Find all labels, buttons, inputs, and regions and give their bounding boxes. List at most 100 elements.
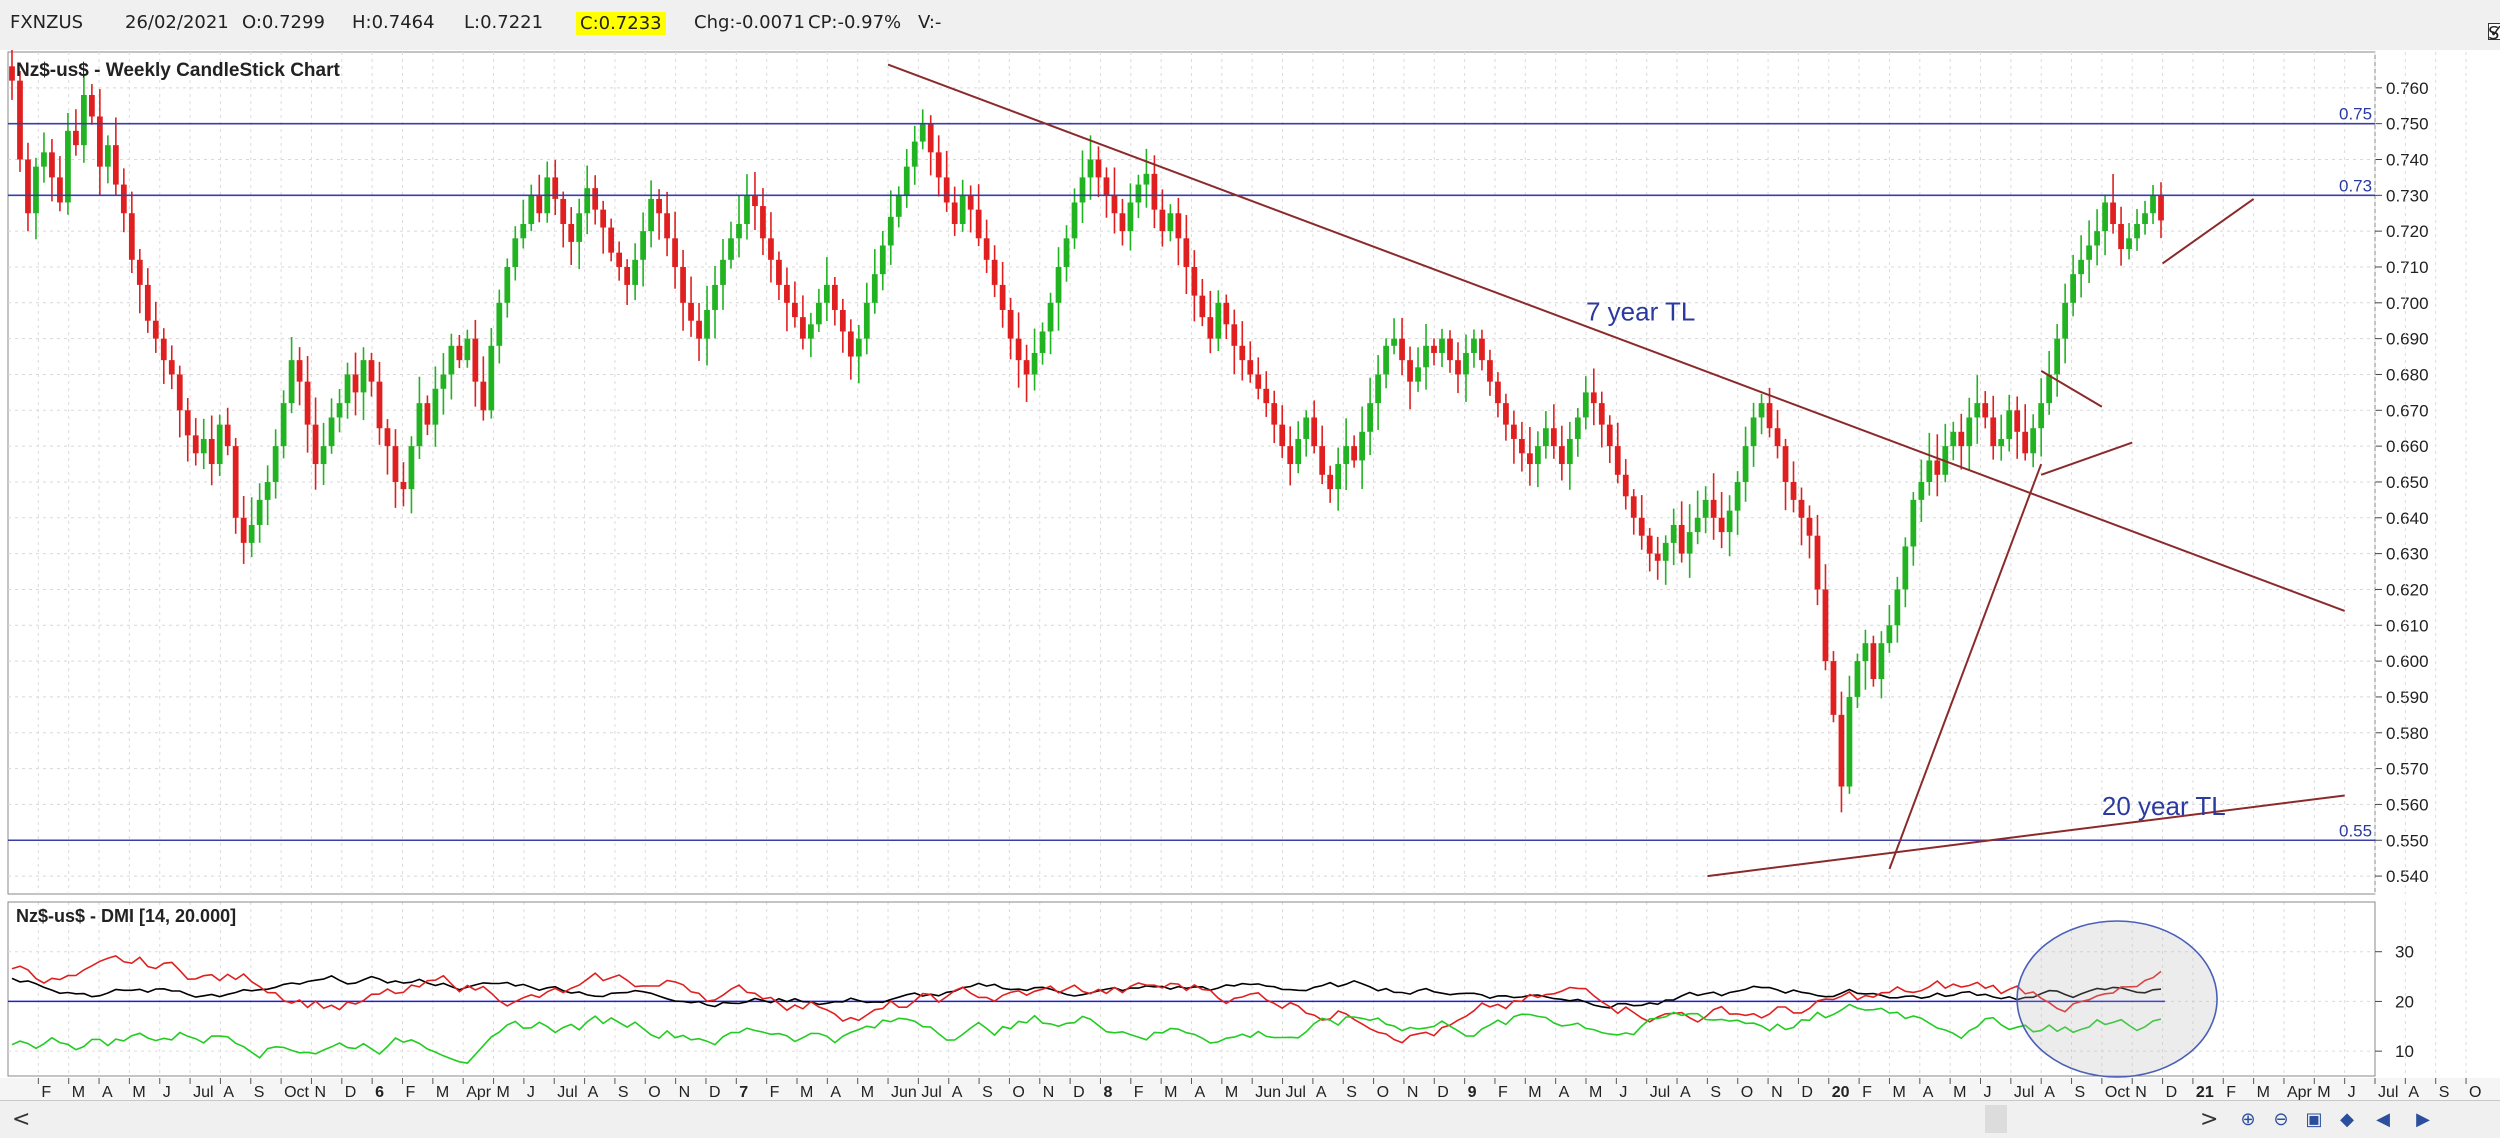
candle-body <box>448 345 455 375</box>
time-axis-label: Jul <box>557 1084 577 1100</box>
candle-body <box>2094 231 2100 246</box>
zoom-out-icon[interactable]: ⊖ <box>2273 1109 2289 1130</box>
candle-body <box>1862 643 1869 662</box>
dmi-panel-border <box>7 901 2376 1077</box>
candle-body <box>320 446 327 465</box>
step-back-icon[interactable]: ◀ <box>2376 1109 2390 1130</box>
chart-annotation: 20 year TL <box>2102 791 2226 821</box>
dmi-series-line <box>11 975 2162 1009</box>
candle-body <box>847 331 854 357</box>
candle-body <box>991 259 998 285</box>
candle-body <box>1303 417 1310 439</box>
time-axis-label: A <box>830 1084 841 1100</box>
candle-body <box>152 320 159 339</box>
candle-body <box>1103 177 1110 196</box>
candle-body <box>264 481 271 500</box>
open-value: O:0.7299 <box>242 12 325 33</box>
scroll-thumb[interactable] <box>1985 1105 2007 1133</box>
price-chart-title: Nz$-us$ - Weekly CandleStick Chart <box>16 60 340 81</box>
candle-body <box>688 302 694 321</box>
scroll-both-icon[interactable]: ◆ <box>2340 1109 2354 1130</box>
candle-body <box>312 424 319 465</box>
candle-body <box>1566 438 1573 465</box>
candle-body <box>776 259 782 285</box>
price-axis-tick-label: 0.580 <box>2386 724 2429 743</box>
candle-body <box>496 302 503 346</box>
time-axis-label: F <box>1862 1084 1872 1100</box>
candle-body <box>1646 535 1653 554</box>
candle-body <box>1079 177 1086 203</box>
time-axis-label: O <box>1741 1084 1753 1100</box>
price-axis-tick-label: 0.760 <box>2386 79 2429 98</box>
candle-body <box>256 499 263 525</box>
candle-body <box>1503 403 1509 425</box>
candle-body <box>1407 360 1413 382</box>
candle-body <box>1686 532 1693 554</box>
candle-body <box>1047 302 1054 332</box>
candle-body <box>2070 274 2077 303</box>
candle-body <box>65 130 71 203</box>
time-axis-label: A <box>223 1084 234 1100</box>
price-chart-area[interactable]: 0.540 0.550 0.560 0.570 0.580 0.590 0.600 0.610… <box>0 50 2500 1100</box>
scroll-left-button[interactable]: < <box>12 1107 31 1132</box>
time-axis-label: A <box>588 1084 599 1100</box>
candle-body <box>1367 403 1373 432</box>
candle-body <box>408 446 415 490</box>
candle-body <box>568 223 575 242</box>
candle-body <box>360 360 367 393</box>
candle-body <box>1463 352 1469 375</box>
candle-body <box>432 388 439 425</box>
time-axis-label: O <box>648 1084 660 1100</box>
time-axis-label: 7 <box>739 1084 748 1100</box>
zoom-in-icon[interactable]: ⊕ <box>2240 1109 2256 1130</box>
volume-value: V:- <box>918 12 942 33</box>
price-axis-tick-label: 0.650 <box>2386 473 2429 492</box>
time-axis-label: F <box>41 1084 51 1100</box>
candle-body <box>1838 714 1845 787</box>
symbol-label: FXNZUS <box>10 12 84 33</box>
time-axis-label: M <box>2317 1084 2330 1100</box>
candle-body <box>136 259 143 285</box>
candle-body <box>224 424 231 447</box>
time-axis-label: M <box>800 1084 813 1100</box>
candle-body <box>1335 464 1342 490</box>
price-axis-tick-label: 0.560 <box>2386 795 2429 814</box>
candle-body <box>664 213 670 239</box>
candle-body <box>392 446 399 482</box>
candle-body <box>1479 338 1485 361</box>
candle-body <box>911 141 918 167</box>
step-forward-icon[interactable]: ▶ <box>2416 1109 2430 1130</box>
time-axis-label: D <box>709 1084 721 1100</box>
candle-body <box>640 231 646 260</box>
candle-body <box>168 360 175 375</box>
close-value: C:0.7233 <box>576 12 666 35</box>
candle-body <box>280 403 287 447</box>
horizontal-level-label: 0.55 <box>2339 821 2372 840</box>
candle-body <box>1926 460 1933 482</box>
candle-body <box>1455 360 1461 375</box>
candle-body <box>1039 331 1046 353</box>
time-axis-label: M <box>1528 1084 1541 1100</box>
candle-body <box>2102 202 2108 232</box>
time-axis-label: S <box>254 1084 265 1100</box>
price-axis-tick-label: 0.540 <box>2386 867 2429 886</box>
scroll-right-button[interactable]: > <box>2200 1107 2219 1132</box>
show-last-checkbox[interactable]: ✓ <box>2488 23 2500 41</box>
zoom-fit-icon[interactable]: ▣ <box>2305 1109 2323 1130</box>
scroll-bar[interactable]: < > ⊕ ⊖ ▣ ◆ ◀ ▶ <box>0 1100 2500 1138</box>
candle-body <box>1750 417 1757 447</box>
candle-body <box>2062 302 2069 339</box>
candle-body <box>632 259 639 285</box>
candle-body <box>1375 374 1381 404</box>
time-axis-label: A <box>2044 1084 2055 1100</box>
candle-body <box>656 198 662 214</box>
candle-body <box>1095 159 1102 178</box>
candle-body <box>1055 266 1062 303</box>
time-axis-label: F <box>1134 1084 1144 1100</box>
candle-body <box>2126 238 2132 250</box>
candle-body <box>1638 517 1645 536</box>
candle-body <box>304 381 311 425</box>
candle-body <box>1327 474 1334 490</box>
time-axis-label: N <box>679 1084 691 1100</box>
candle-body <box>1702 499 1709 518</box>
